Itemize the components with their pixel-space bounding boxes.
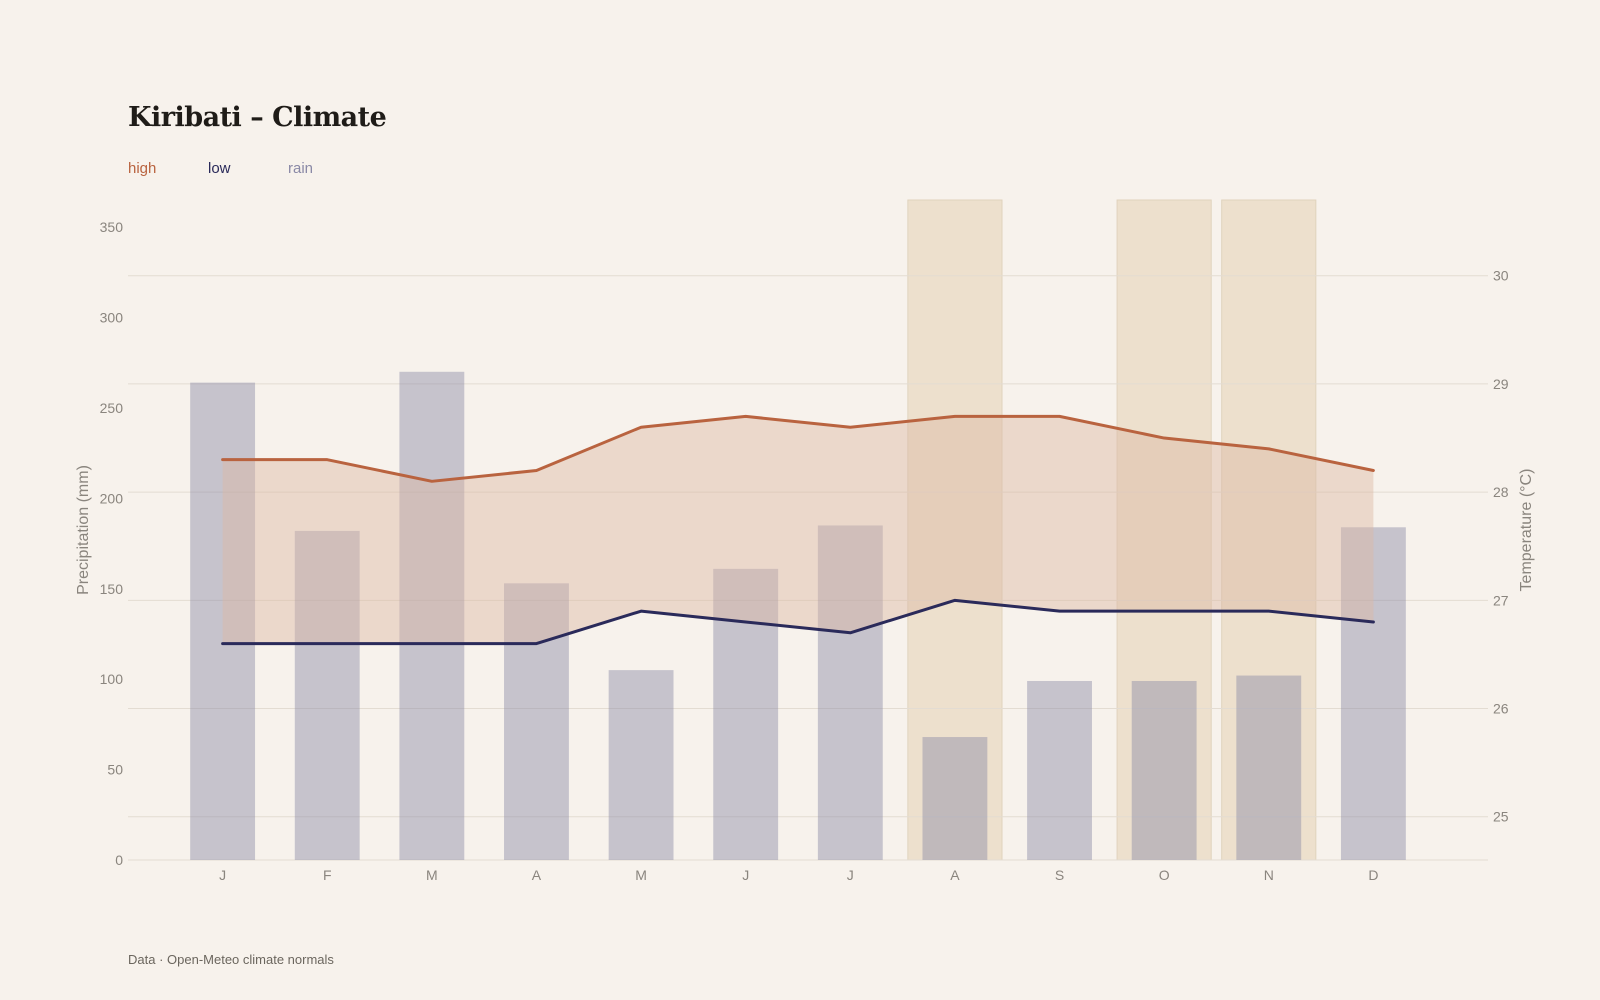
x-tick-label: M bbox=[426, 867, 438, 883]
y2-tick-label: 28 bbox=[1493, 484, 1509, 500]
x-tick-label: D bbox=[1368, 867, 1378, 883]
y2-tick-label: 29 bbox=[1493, 376, 1509, 392]
y2-axis-title: Temperature (°C) bbox=[1518, 469, 1535, 592]
legend-low: low bbox=[208, 160, 231, 177]
x-tick-label: A bbox=[950, 867, 960, 883]
x-tick-label: F bbox=[323, 867, 332, 883]
y2-tick-label: 26 bbox=[1493, 701, 1509, 717]
source-note: Data · Open-Meteo climate normals bbox=[128, 952, 334, 967]
rain-bar bbox=[608, 670, 674, 860]
x-tick-label: M bbox=[635, 867, 647, 883]
legend-rain: rain bbox=[288, 160, 314, 177]
x-tick-label: J bbox=[847, 867, 854, 883]
rain-bar bbox=[399, 371, 465, 860]
temperature-band bbox=[222, 416, 1374, 644]
rain-bar bbox=[1340, 527, 1406, 860]
chart-title: Kiribati – Climate bbox=[128, 102, 387, 133]
y-axis-title: Precipitation (mm) bbox=[75, 465, 92, 595]
y-tick-label: 350 bbox=[100, 219, 124, 235]
highlight-column bbox=[907, 199, 1003, 861]
rain-bar bbox=[1236, 675, 1302, 860]
ticks-layer: J F M A M J J A S O N D 0 50 100 150 200 250 300 350 25 26 27 2… bbox=[100, 219, 1509, 883]
y2-tick-label: 27 bbox=[1493, 592, 1509, 608]
y-tick-label: 150 bbox=[100, 581, 124, 597]
rain-bar bbox=[922, 737, 988, 860]
rain-bar bbox=[1027, 680, 1092, 860]
y-tick-label: 100 bbox=[100, 671, 124, 687]
band-layer bbox=[222, 416, 1374, 644]
x-tick-label: A bbox=[532, 867, 542, 883]
y-tick-label: 250 bbox=[100, 400, 124, 416]
y-tick-label: 300 bbox=[100, 310, 124, 326]
rain-bar bbox=[294, 530, 360, 860]
rain-bar bbox=[713, 568, 779, 860]
grid-layer bbox=[128, 275, 1488, 861]
rain-bar bbox=[190, 382, 256, 860]
y2-tick-label: 25 bbox=[1493, 809, 1509, 825]
x-tick-label: O bbox=[1159, 867, 1170, 883]
rain-bar bbox=[817, 525, 883, 860]
legend-high: high bbox=[128, 160, 157, 177]
highlight-layer bbox=[907, 199, 1317, 861]
highlight-column bbox=[1221, 199, 1317, 861]
x-tick-label: J bbox=[742, 867, 749, 883]
bars-layer bbox=[190, 371, 1406, 860]
high-line bbox=[221, 414, 1375, 483]
x-tick-label: J bbox=[219, 867, 226, 883]
y-tick-label: 50 bbox=[107, 762, 123, 778]
x-tick-label: S bbox=[1055, 867, 1064, 883]
x-tick-label: N bbox=[1264, 867, 1274, 883]
highlight-column bbox=[1116, 199, 1212, 861]
rain-bar bbox=[1131, 680, 1197, 860]
y-tick-label: 200 bbox=[100, 490, 124, 506]
y2-tick-label: 30 bbox=[1493, 268, 1509, 284]
lines-layer bbox=[221, 414, 1375, 646]
rain-bar bbox=[504, 583, 569, 860]
y-tick-label: 0 bbox=[115, 852, 123, 868]
low-line bbox=[221, 598, 1375, 646]
